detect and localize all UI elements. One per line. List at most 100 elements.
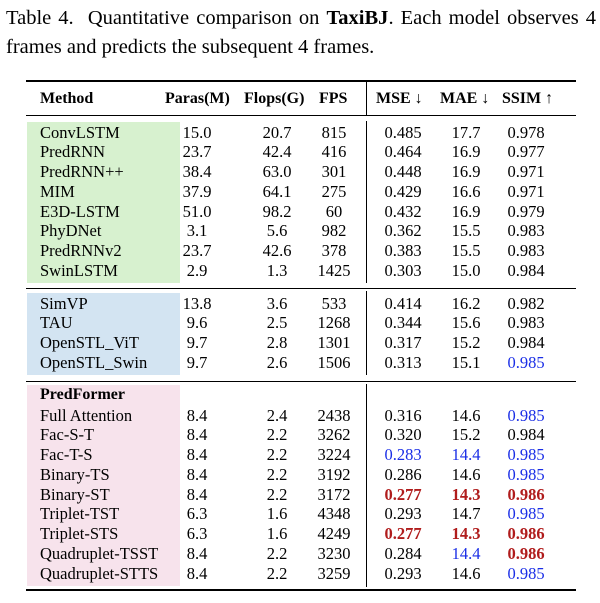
mse-value: 0.293 [384, 563, 422, 583]
flops-value: 5.6 [266, 221, 288, 241]
flops-value: 2.2 [266, 484, 288, 504]
mae-value: 14.6 [451, 563, 481, 583]
ssim-value: 0.983 [507, 221, 545, 241]
method-name: PredRNNv2 [40, 241, 122, 260]
mae-value: 14.4 [451, 445, 481, 464]
mae-value: 14.7 [451, 504, 481, 524]
table-row: MIM 37.9 64.1 275 0.429 16.6 0.971 [0, 182, 600, 202]
header-mae: MAE ↓ [440, 90, 490, 107]
flops-value: 2.2 [266, 425, 288, 445]
paras-value: 37.9 [182, 181, 212, 201]
mse-value: 0.429 [384, 181, 422, 201]
mse-value: 0.277 [384, 484, 422, 504]
method-name: SimVP [40, 293, 88, 313]
ssim-value: 0.983 [507, 313, 545, 333]
mse-value: 0.317 [384, 333, 422, 352]
mae-value: 14.3 [451, 484, 481, 504]
paras-value: 8.4 [186, 484, 208, 504]
mse-value: 0.286 [384, 464, 422, 484]
mae-value: 14.6 [451, 464, 481, 484]
mae-value: 17.7 [451, 122, 481, 142]
header-fps: FPS [319, 90, 348, 107]
group-rule-1 [26, 288, 576, 289]
fps-value: 982 [321, 221, 347, 241]
flops-value: 2.8 [266, 333, 288, 352]
paras-value: 9.7 [186, 333, 208, 352]
table-row: E3D-LSTM 51.0 98.2 60 0.432 16.9 0.979 [0, 202, 600, 222]
divider-group-2 [366, 291, 367, 375]
flops-value: 2.6 [266, 352, 288, 372]
header-flops: Flops(G) [244, 90, 305, 107]
paras-value: 13.8 [182, 293, 212, 313]
ssim-value: 0.977 [507, 142, 545, 162]
mse-value: 0.362 [384, 221, 422, 241]
header-ssim: SSIM ↑ [502, 90, 554, 107]
mse-value: 0.320 [384, 425, 422, 445]
table-row: Triplet-TST 6.3 1.6 4348 0.293 14.7 0.985 [0, 504, 600, 524]
ssim-value: 0.984 [507, 425, 545, 445]
fps-value: 815 [321, 122, 347, 142]
flops-value: 63.0 [262, 162, 292, 181]
method-name: Quadruplet-STTS [40, 563, 159, 583]
table-row: OpenSTL_Swin 9.7 2.6 1506 0.313 15.1 0.985 [0, 353, 600, 373]
mae-value: 16.9 [451, 162, 481, 181]
table-row: Full Attention 8.4 2.4 2438 0.316 14.6 0.985 [0, 406, 600, 426]
ssim-value: 0.982 [507, 293, 545, 313]
paras-value: 6.3 [186, 504, 208, 524]
table-row: Quadruplet-STTS 8.4 2.2 3259 0.293 14.6 0.985 [0, 564, 600, 584]
method-name: MIM [40, 181, 75, 201]
caption-dataset: TaxiBJ [326, 7, 389, 29]
band-recurrent [27, 122, 180, 283]
flops-value: 3.6 [266, 293, 288, 313]
divider-group-3 [366, 384, 367, 587]
paras-value: 6.3 [186, 524, 208, 543]
ssim-value: 0.986 [507, 484, 545, 504]
flops-value: 2.2 [266, 445, 288, 464]
mse-value: 0.316 [384, 405, 422, 425]
ssim-value: 0.971 [507, 162, 545, 181]
header-rule [26, 115, 576, 116]
ssim-value: 0.985 [507, 464, 545, 484]
paras-value: 8.4 [186, 405, 208, 425]
ssim-value: 0.983 [507, 241, 545, 260]
ssim-value: 0.986 [507, 543, 545, 563]
mse-value: 0.303 [384, 260, 422, 280]
method-name: TAU [40, 313, 73, 333]
paras-value: 8.4 [186, 543, 208, 563]
fps-value: 3172 [317, 484, 351, 504]
band-predformer [27, 385, 180, 586]
fps-value: 3262 [317, 425, 351, 445]
mae-value: 15.1 [451, 352, 481, 372]
paras-value: 9.6 [186, 313, 208, 333]
method-name: Triplet-TST [40, 504, 120, 524]
header-mse: MSE ↓ [376, 90, 423, 107]
ssim-value: 0.978 [507, 122, 545, 142]
header-divider [366, 82, 367, 115]
fps-value: 3230 [317, 543, 351, 563]
fps-value: 60 [325, 201, 343, 221]
band-recurrent-free [27, 293, 180, 375]
bottom-rule [26, 589, 576, 591]
mae-value: 15.6 [451, 313, 481, 333]
ssim-value: 0.985 [507, 445, 545, 464]
mae-value: 16.2 [451, 293, 481, 313]
flops-value: 1.6 [266, 504, 288, 524]
mae-value: 16.9 [451, 201, 481, 221]
ssim-value: 0.984 [507, 333, 545, 352]
flops-value: 42.6 [262, 241, 292, 260]
fps-value: 4348 [317, 504, 351, 524]
paras-value: 15.0 [182, 122, 212, 142]
table-row: Quadruplet-TSST 8.4 2.2 3230 0.284 14.4 0.986 [0, 544, 600, 564]
group-title-predformer: PredFormer [40, 386, 125, 403]
method-name: Fac-S-T [40, 425, 95, 445]
method-name: OpenSTL_Swin [40, 352, 148, 372]
paras-value: 2.9 [186, 260, 208, 280]
table-row: SwinLSTM 2.9 1.3 1425 0.303 15.0 0.984 [0, 261, 600, 281]
method-name: PredRNN [40, 142, 106, 162]
ssim-value: 0.979 [507, 201, 545, 221]
flops-value: 98.2 [262, 201, 292, 221]
fps-value: 301 [321, 162, 347, 181]
mse-value: 0.344 [384, 313, 422, 333]
method-name: Binary-ST [40, 484, 110, 504]
top-rule [26, 80, 576, 82]
